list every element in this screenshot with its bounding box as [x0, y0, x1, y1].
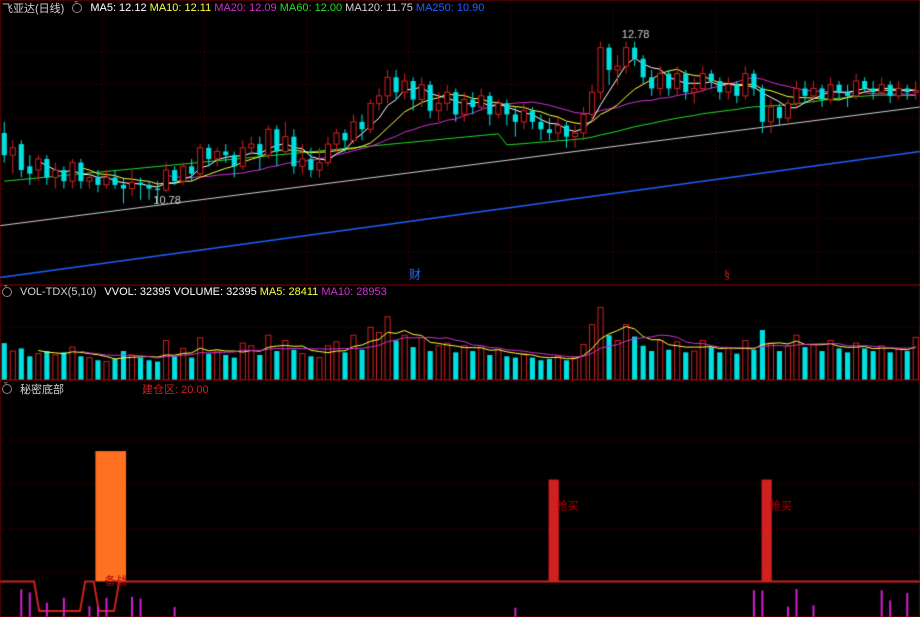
main-legend: 飞亚达(日线) MA5: 12.12 MA10: 12.11 MA20: 12.…	[2, 0, 484, 16]
stock-title: 飞亚达(日线)	[2, 0, 64, 16]
sig-legend: 秘密底部 建仓区: 20.00	[2, 381, 209, 397]
volume-canvas	[0, 285, 920, 380]
sig-title: 秘密底部	[20, 381, 64, 397]
signal-panel[interactable]: 秘密底部 建仓区: 20.00	[0, 380, 920, 617]
vol-title: VOL-TDX(5,10)	[20, 286, 96, 298]
chevron-down-icon[interactable]	[2, 384, 12, 394]
candlestick-panel[interactable]: 飞亚达(日线) MA5: 12.12 MA10: 12.11 MA20: 12.…	[0, 0, 920, 285]
volume-panel[interactable]: VOL-TDX(5,10) VVOL: 32395 VOLUME: 32395 …	[0, 285, 920, 380]
chevron-down-icon[interactable]	[2, 287, 12, 297]
candlestick-canvas	[0, 0, 920, 285]
chevron-down-icon[interactable]	[72, 3, 82, 13]
vol-legend: VOL-TDX(5,10) VVOL: 32395 VOLUME: 32395 …	[2, 286, 387, 298]
signal-canvas	[0, 380, 920, 617]
sig-sub: 建仓区: 20.00	[142, 381, 209, 397]
